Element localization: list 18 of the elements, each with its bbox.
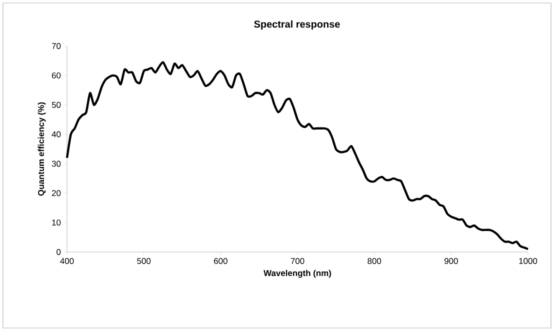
x-tick-label: 600 [214, 258, 228, 264]
y-tick-label: 60 [52, 72, 61, 78]
y-tick-label: 50 [52, 102, 61, 108]
x-tick-label: 500 [137, 258, 151, 264]
y-axis-title: Quantum efficiency (%) [38, 102, 46, 196]
x-axis-title: Wavelength (nm) [264, 270, 332, 278]
y-tick-label: 0 [56, 249, 61, 255]
x-tick-label: 1000 [519, 258, 538, 264]
x-tick-label: 400 [60, 258, 74, 264]
y-tick-label: 10 [52, 220, 61, 226]
y-tick-label: 20 [52, 190, 61, 196]
x-tick-label: 900 [444, 258, 458, 264]
x-tick-label: 700 [290, 258, 304, 264]
y-tick-label: 70 [52, 43, 61, 49]
y-tick-label: 30 [52, 160, 61, 167]
y-tick-label: 40 [52, 131, 61, 138]
chart-title: Spectral response [254, 20, 340, 30]
x-tick-label: 800 [368, 258, 382, 264]
